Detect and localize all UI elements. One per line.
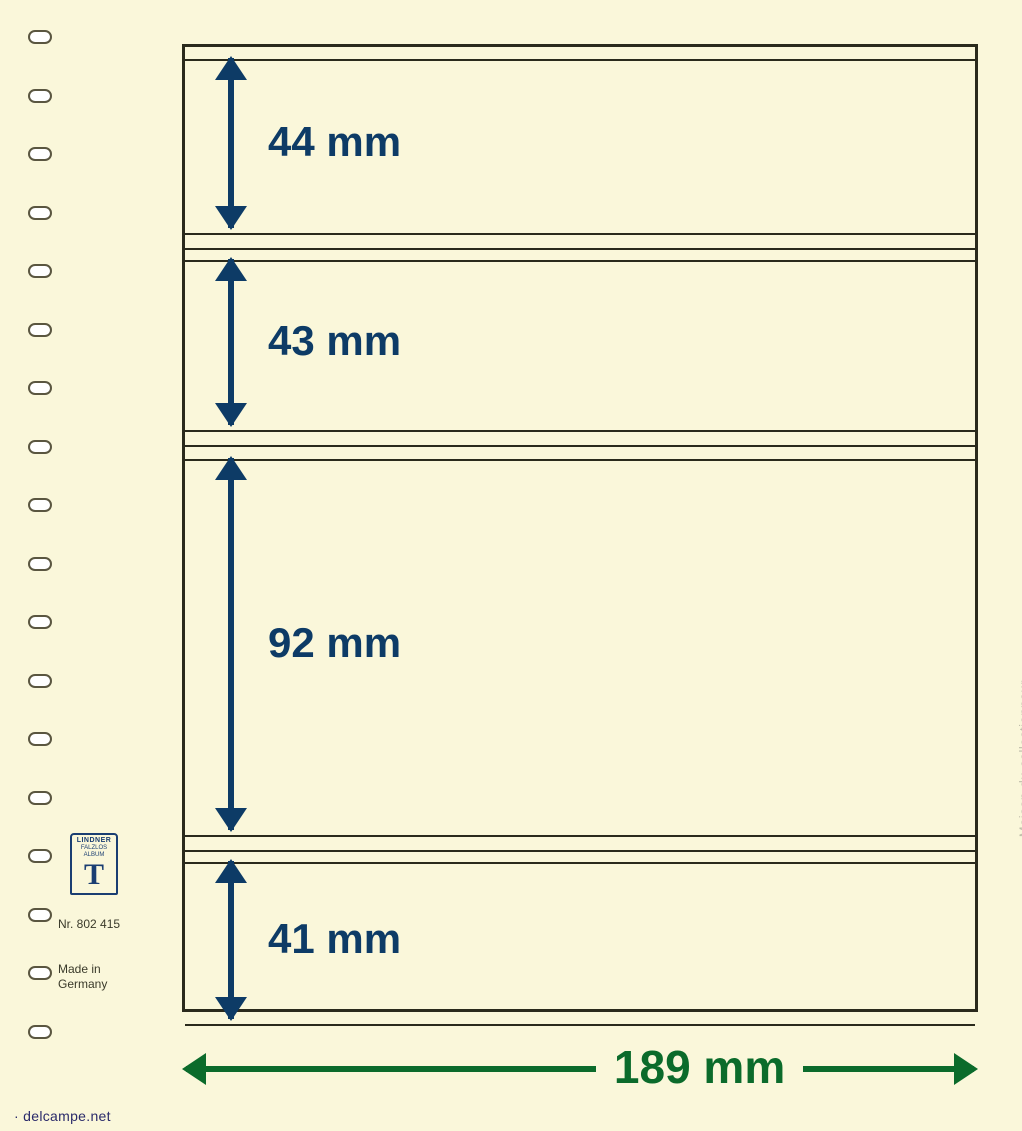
binder-hole — [28, 147, 52, 161]
watermark-text: Maison-du-collectionneur — [1016, 680, 1022, 837]
row-inner-line — [185, 459, 975, 461]
binder-hole — [28, 30, 52, 44]
arrowhead-right-icon — [954, 1053, 978, 1085]
binder-hole — [28, 498, 52, 512]
binder-hole — [28, 966, 52, 980]
row-separator — [185, 248, 975, 250]
arrowhead-up-icon — [215, 56, 247, 80]
row-height-label: 43 mm — [268, 317, 401, 365]
arrowhead-up-icon — [215, 257, 247, 281]
v-dim-shaft — [228, 259, 234, 425]
logo-line1: FALZLOS — [72, 845, 116, 852]
arrowhead-down-icon — [215, 997, 247, 1021]
row-height-label: 44 mm — [268, 118, 401, 166]
row-height-label: 92 mm — [268, 619, 401, 667]
binder-hole — [28, 1025, 52, 1039]
album-page: 44 mm 43 mm 92 mm 41 mm 189 mm LINDNERFALZLOS… — [0, 0, 1022, 1131]
row-inner-line — [185, 862, 975, 864]
binder-hole — [28, 557, 52, 571]
h-dim-shaft — [186, 1066, 974, 1072]
logo-brand: LINDNER — [72, 835, 116, 845]
binder-hole — [28, 908, 52, 922]
binder-hole — [28, 440, 52, 454]
footer-source-link: · delcampe.net — [14, 1108, 111, 1124]
meta-product-no: Nr. 802 415 — [58, 917, 120, 931]
row-bottom-line — [185, 1024, 975, 1026]
arrowhead-up-icon — [215, 859, 247, 883]
arrowhead-down-icon — [215, 403, 247, 427]
binder-hole — [28, 732, 52, 746]
arrowhead-up-icon — [215, 456, 247, 480]
brand-logo: LINDNERFALZLOSALBUMT — [64, 833, 124, 895]
arrowhead-left-icon — [182, 1053, 206, 1085]
v-dim-shaft — [228, 58, 234, 228]
arrowhead-down-icon — [215, 206, 247, 230]
row-height-label: 41 mm — [268, 915, 401, 963]
binder-hole — [28, 323, 52, 337]
row-inner-line — [185, 59, 975, 61]
arrowhead-down-icon — [215, 808, 247, 832]
binder-hole — [28, 264, 52, 278]
binder-hole — [28, 381, 52, 395]
pocket-frame — [182, 44, 978, 1012]
binder-hole — [28, 674, 52, 688]
row-inner-line — [185, 260, 975, 262]
logo-letter: T — [72, 861, 116, 889]
row-separator — [185, 445, 975, 447]
v-dim-shaft — [228, 458, 234, 830]
row-bottom-line — [185, 430, 975, 432]
binder-hole — [28, 206, 52, 220]
binder-hole — [28, 89, 52, 103]
width-label: 189 mm — [596, 1040, 803, 1094]
meta-made-in: Made in — [58, 962, 101, 976]
binder-hole — [28, 849, 52, 863]
row-bottom-line — [185, 835, 975, 837]
meta-country: Germany — [58, 977, 107, 991]
v-dim-shaft — [228, 861, 234, 1019]
binder-hole — [28, 615, 52, 629]
binder-hole — [28, 791, 52, 805]
row-separator — [185, 850, 975, 852]
row-bottom-line — [185, 233, 975, 235]
